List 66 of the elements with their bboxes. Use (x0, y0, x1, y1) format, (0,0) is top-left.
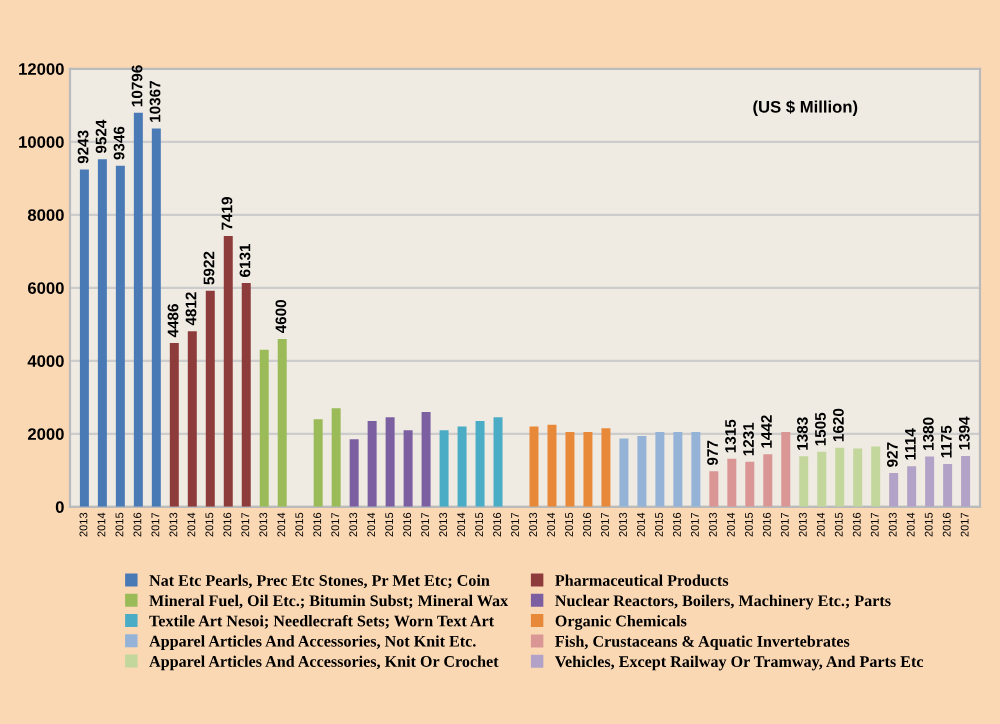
bar (331, 408, 341, 507)
bar (79, 169, 89, 507)
bar (529, 426, 539, 507)
y-tick-label: 4000 (27, 355, 64, 367)
bar (871, 446, 881, 507)
legend-label: Organic Chemicals (555, 615, 687, 630)
bar (655, 431, 665, 507)
y-tick-label: 6000 (27, 282, 64, 294)
y-tick-label: 10000 (19, 136, 64, 148)
bar (727, 458, 737, 507)
bar (601, 428, 611, 507)
legend-label: Vehicles, Except Railway Or Tramway, And Parts Etc (555, 655, 924, 671)
bar (835, 447, 845, 507)
bar (637, 435, 647, 507)
legend-label: Apparel Articles And Accessories, Knit Or Crochet (149, 655, 499, 671)
bar (205, 290, 215, 507)
bar (115, 165, 125, 507)
bar (187, 331, 197, 507)
annotation: (US $ Million) (753, 100, 858, 117)
bar (385, 417, 395, 507)
bar (349, 439, 359, 507)
y-tick-label: 2000 (27, 428, 64, 440)
bar (547, 424, 557, 507)
bar (169, 343, 179, 507)
bar (565, 431, 575, 507)
bar (241, 283, 251, 507)
bar (763, 454, 773, 507)
bar (475, 421, 485, 507)
bar (421, 411, 431, 507)
bar (259, 349, 269, 507)
bar (673, 431, 683, 507)
legend-label: Mineral Fuel, Oil Etc.; Bitumin Subst; Mineral Wax (149, 594, 509, 609)
bar (151, 128, 161, 507)
bar (583, 431, 593, 507)
bar (493, 417, 503, 507)
bar (439, 430, 449, 507)
bar (907, 466, 917, 507)
bar (799, 456, 809, 507)
bar (403, 430, 413, 507)
bar (457, 426, 467, 507)
legend-label: Apparel Articles And Accessories, Not Knit Etc. (149, 635, 476, 650)
bar (745, 461, 755, 507)
bar (223, 235, 233, 507)
bar (889, 472, 899, 507)
bar (709, 471, 719, 507)
legend-label: Nuclear Reactors, Boilers, Machinery Etc.; Parts (555, 594, 891, 610)
bar (367, 421, 377, 507)
legend-label: Nat Etc Pearls, Prec Etc Stones, Pr Met Etc; Coin (149, 574, 490, 589)
legend-label: Textile Art Nesoi; Needlecraft Sets; Worn Text Art (149, 614, 495, 629)
bar (133, 112, 143, 507)
bar (691, 431, 701, 507)
bar (97, 159, 107, 507)
bar (619, 438, 629, 507)
y-tick-label: 12000 (19, 63, 64, 75)
legend-label: Fish, Crustaceans & Aquatic Invertebrates (555, 635, 850, 651)
bar (853, 448, 863, 507)
bar (817, 451, 827, 507)
y-tick-label: 8000 (27, 209, 64, 221)
bar (943, 463, 953, 507)
y-tick-label: 0 (55, 501, 64, 513)
bar (277, 338, 287, 507)
bar (781, 431, 791, 507)
legend-label: Pharmaceutical Products (555, 574, 729, 586)
bar (925, 456, 935, 507)
bar (961, 455, 971, 507)
bar (313, 419, 323, 507)
